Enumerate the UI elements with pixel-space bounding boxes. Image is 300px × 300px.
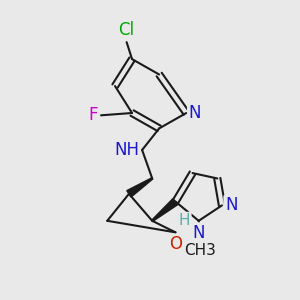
Text: CH3: CH3 — [184, 243, 216, 258]
Text: F: F — [88, 106, 98, 124]
Polygon shape — [127, 178, 153, 197]
Text: Cl: Cl — [118, 21, 135, 39]
Text: NH: NH — [114, 141, 139, 159]
Polygon shape — [152, 199, 178, 221]
Text: N: N — [189, 104, 201, 122]
Text: O: O — [169, 236, 182, 253]
Text: N: N — [193, 224, 205, 242]
Text: H: H — [178, 213, 190, 228]
Text: N: N — [225, 196, 238, 214]
